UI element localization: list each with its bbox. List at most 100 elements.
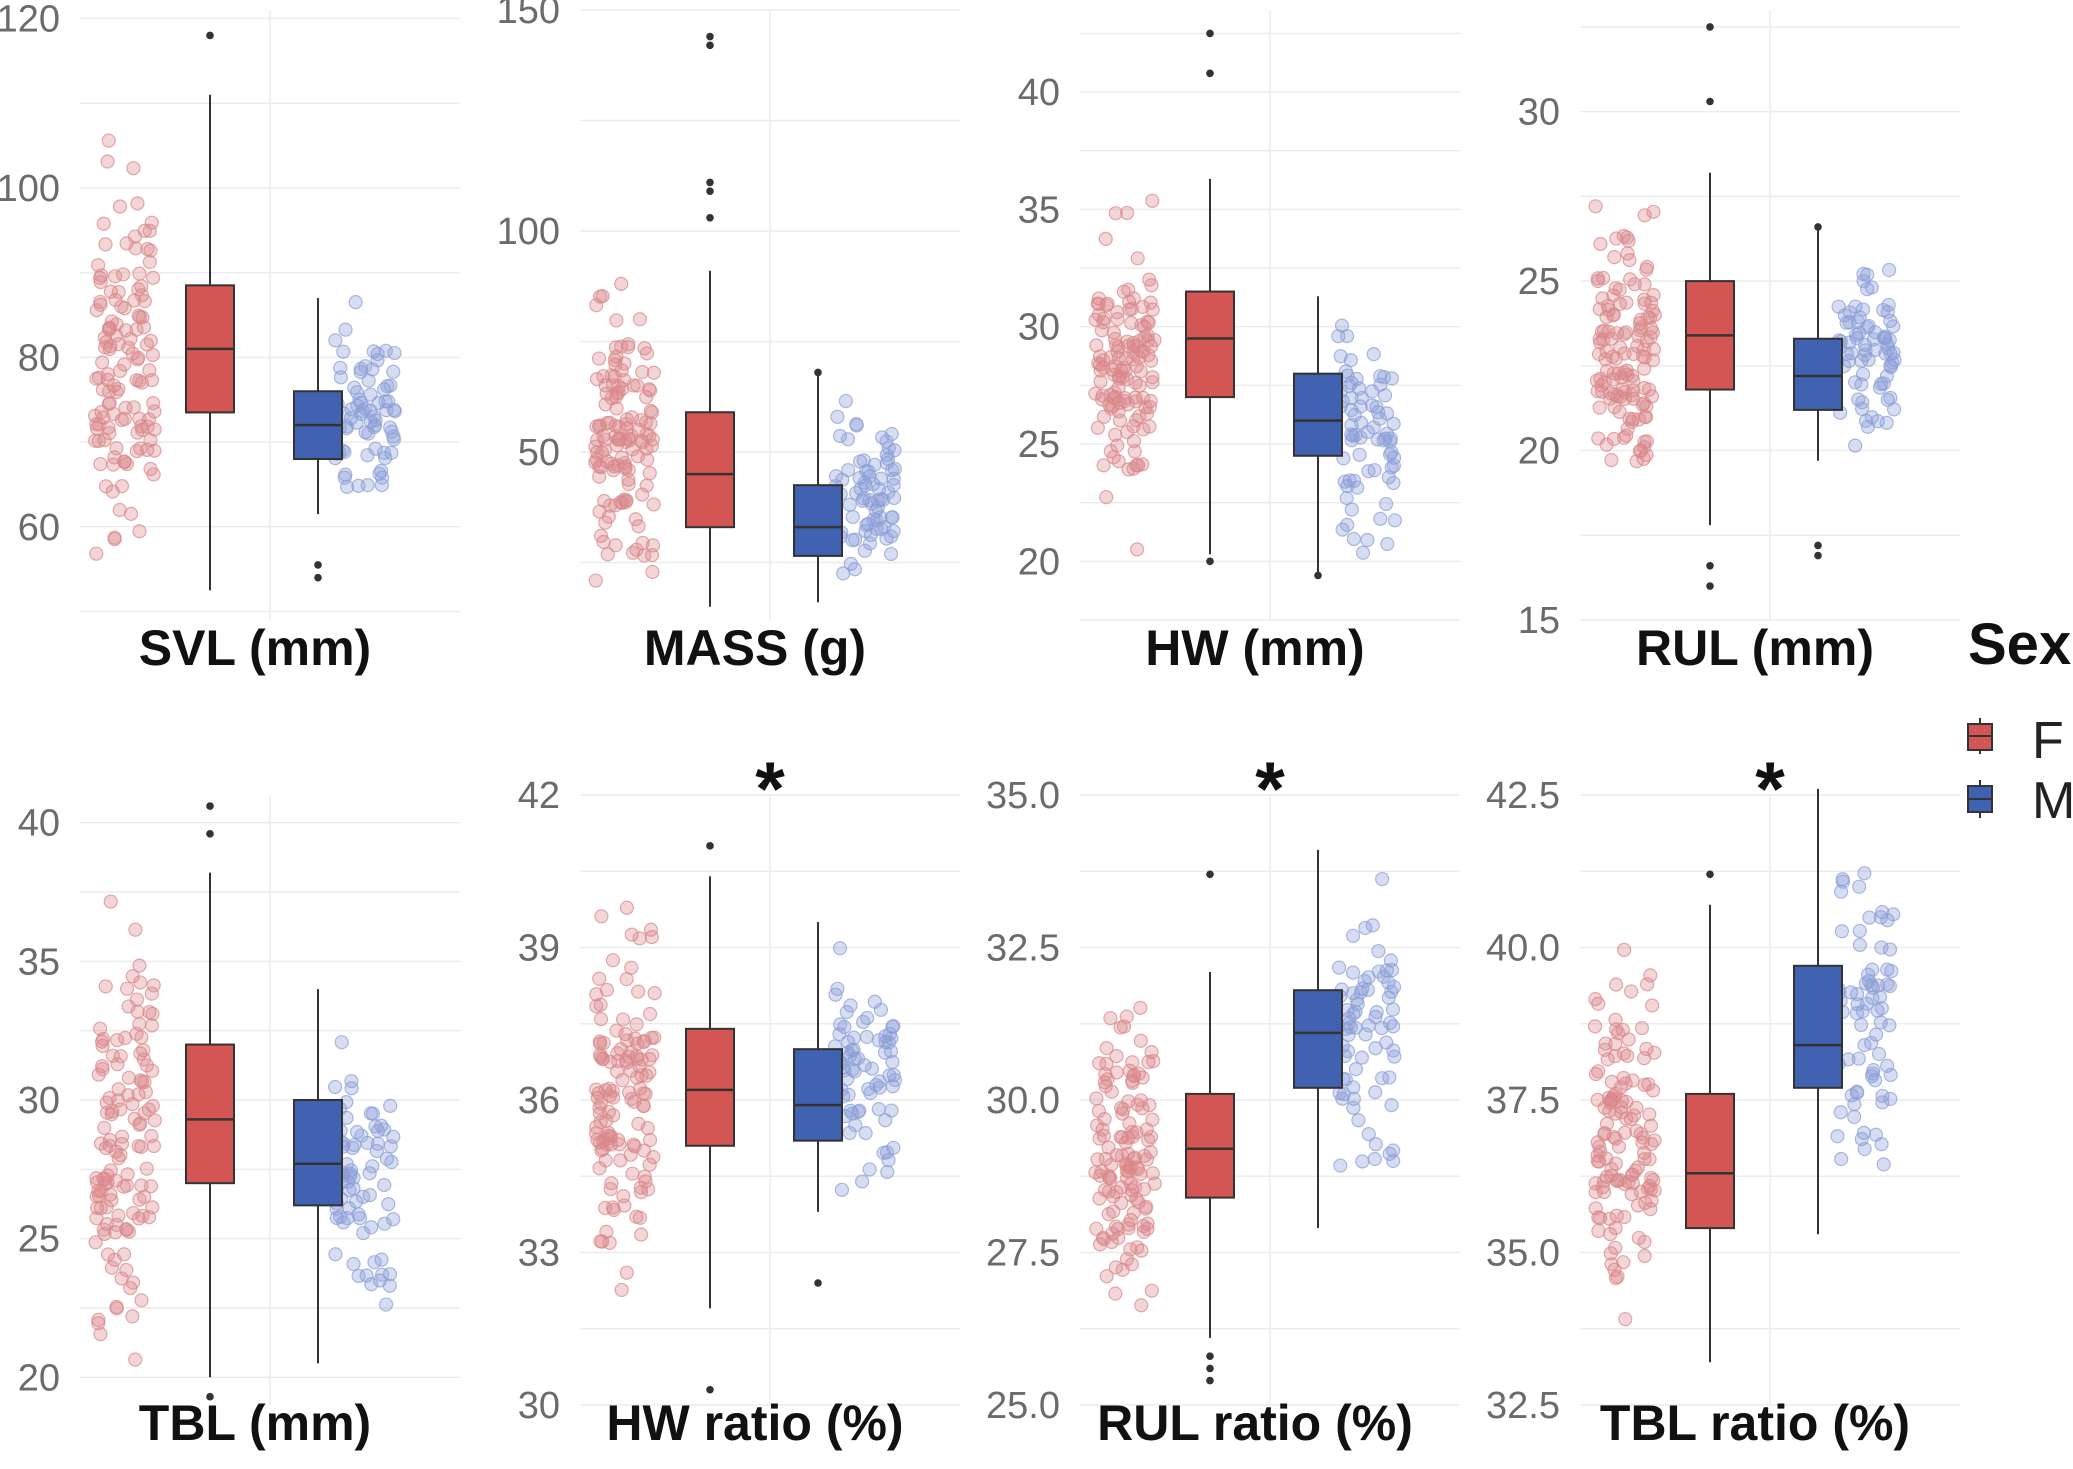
data-point-m xyxy=(1385,1019,1401,1034)
y-tick-label: 20 xyxy=(18,1357,60,1399)
data-point-m xyxy=(855,493,870,508)
data-point-f xyxy=(1145,1112,1160,1127)
data-point-f xyxy=(1592,400,1607,415)
data-point-m xyxy=(1384,1097,1399,1113)
data-point-f xyxy=(1099,1269,1114,1284)
data-point-f xyxy=(592,1047,608,1062)
data-point-f xyxy=(93,274,108,290)
data-point-m xyxy=(1346,531,1361,547)
data-point-f xyxy=(114,1271,129,1286)
data-point-m xyxy=(1361,1127,1376,1142)
panel-3: 20 25 30 35 40 HW (mm) xyxy=(1018,10,1460,676)
data-point-m xyxy=(1355,1154,1370,1169)
data-point-f xyxy=(1611,1139,1627,1154)
data-point-f xyxy=(646,365,662,380)
data-point-f xyxy=(112,502,127,518)
data-point-m xyxy=(1851,1051,1866,1066)
data-point-m xyxy=(1837,308,1852,323)
data-point-f xyxy=(642,1006,658,1022)
data-point-f xyxy=(619,1265,634,1280)
data-point-f xyxy=(600,547,615,562)
data-point-m xyxy=(386,429,401,444)
data-point-f xyxy=(1640,977,1655,992)
outlier-f xyxy=(706,32,714,41)
data-point-m xyxy=(1354,1050,1369,1065)
data-point-m xyxy=(1373,511,1388,526)
data-point-f xyxy=(1637,277,1652,292)
data-point-m xyxy=(383,1139,398,1154)
data-point-m xyxy=(1344,502,1359,517)
data-point-f xyxy=(1107,385,1122,400)
data-point-f xyxy=(132,524,147,539)
data-point-f xyxy=(631,984,646,999)
data-point-f xyxy=(1089,1221,1104,1236)
data-point-f xyxy=(1597,375,1612,390)
data-point-f xyxy=(618,1027,633,1042)
y-tick-label: 40.0 xyxy=(1486,928,1560,970)
data-point-f xyxy=(114,412,129,428)
data-point-m xyxy=(1360,532,1375,548)
data-point-m xyxy=(1850,997,1865,1012)
data-point-m xyxy=(1865,1066,1880,1081)
data-point-m xyxy=(1351,1113,1366,1128)
data-point-m xyxy=(1378,496,1394,512)
data-point-f xyxy=(646,1150,661,1165)
data-point-m xyxy=(841,463,856,478)
data-point-f xyxy=(592,1100,607,1115)
data-point-m xyxy=(1357,973,1372,989)
significance-star: * xyxy=(1755,747,1785,832)
data-point-m xyxy=(1868,1027,1884,1042)
data-point-f xyxy=(631,1116,646,1131)
data-point-f xyxy=(624,927,639,942)
data-point-f xyxy=(1592,1139,1607,1154)
data-point-f xyxy=(88,1235,103,1250)
panel-5: 20 25 30 35 40 TBL (mm) xyxy=(18,795,460,1451)
data-point-m xyxy=(1345,928,1361,943)
data-point-m xyxy=(885,1054,900,1070)
data-point-m xyxy=(871,1102,886,1117)
data-point-m xyxy=(374,463,389,479)
data-point-f xyxy=(1101,1207,1116,1222)
data-point-m xyxy=(343,411,359,426)
data-point-f xyxy=(102,320,117,335)
data-point-f xyxy=(1590,273,1606,289)
significance-star: * xyxy=(1255,747,1285,832)
data-point-f xyxy=(145,1063,160,1078)
data-point-m xyxy=(1367,463,1382,478)
data-point-m xyxy=(344,1081,359,1096)
data-point-f xyxy=(639,346,655,361)
data-point-f xyxy=(126,1205,141,1221)
data-point-f xyxy=(608,340,624,355)
outlier-f xyxy=(1206,1364,1214,1373)
panel-1: 60 80 100 120 SVL (mm) xyxy=(0,0,460,676)
data-point-f xyxy=(100,1247,116,1262)
data-point-m xyxy=(1865,962,1880,977)
data-point-f xyxy=(1104,1084,1119,1099)
data-point-m xyxy=(1861,318,1876,334)
data-point-f xyxy=(1624,1187,1639,1202)
data-point-f xyxy=(134,1293,149,1308)
data-point-m xyxy=(840,1034,856,1049)
data-point-f xyxy=(134,1178,149,1193)
data-point-m xyxy=(1355,981,1370,996)
y-tick-label: 25 xyxy=(18,1219,60,1261)
data-point-m xyxy=(1383,434,1398,449)
data-point-m xyxy=(1870,414,1885,429)
data-point-f xyxy=(643,922,659,937)
box-f xyxy=(1185,1092,1235,1199)
data-point-f xyxy=(123,1280,138,1296)
y-tick-label: 20 xyxy=(1518,431,1560,473)
data-point-m xyxy=(884,1103,899,1118)
data-point-f xyxy=(1099,490,1114,505)
data-point-m xyxy=(1368,1137,1383,1152)
data-point-m xyxy=(1352,447,1367,462)
data-point-f xyxy=(1644,321,1659,336)
data-point-f xyxy=(147,404,162,419)
data-point-f xyxy=(1137,1182,1152,1197)
box-f xyxy=(685,411,735,529)
data-point-f xyxy=(1642,1107,1657,1122)
data-point-f xyxy=(1109,1148,1124,1163)
data-point-f xyxy=(1619,367,1635,383)
data-point-f xyxy=(639,390,654,405)
data-point-f xyxy=(1140,1221,1155,1237)
